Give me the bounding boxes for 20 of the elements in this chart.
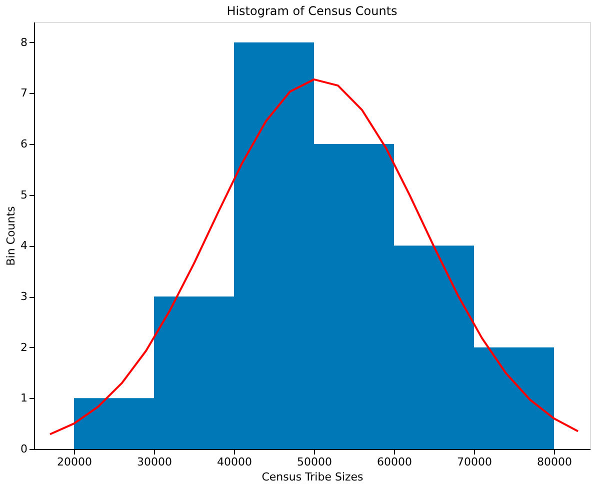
y-tick-label: 8 — [20, 36, 28, 49]
x-tick-label: 70000 — [457, 456, 492, 468]
y-tick-label: 6 — [20, 138, 28, 150]
x-tick-label: 30000 — [137, 456, 172, 468]
x-tick-label: 80000 — [537, 456, 572, 468]
x-tick-label: 40000 — [217, 456, 252, 468]
x-axis-title: Census Tribe Sizes — [262, 470, 364, 484]
y-tick-label: 1 — [20, 392, 28, 405]
x-tick-label: 50000 — [297, 456, 332, 468]
y-axis-title: Bin Counts — [4, 206, 18, 266]
y-tick-label: 5 — [20, 188, 28, 202]
y-tick-label: 7 — [20, 86, 28, 100]
y-tick-label: 2 — [20, 340, 28, 354]
line-series — [49, 78, 579, 436]
chart-title: Histogram of Census Counts — [226, 4, 398, 18]
y-tick-label: 3 — [20, 290, 28, 303]
y-tick-label: 4 — [20, 239, 28, 252]
x-tick-label: 20000 — [57, 456, 92, 468]
y-tick-label: 0 — [20, 442, 28, 456]
x-tick-label: 60000 — [377, 456, 412, 468]
